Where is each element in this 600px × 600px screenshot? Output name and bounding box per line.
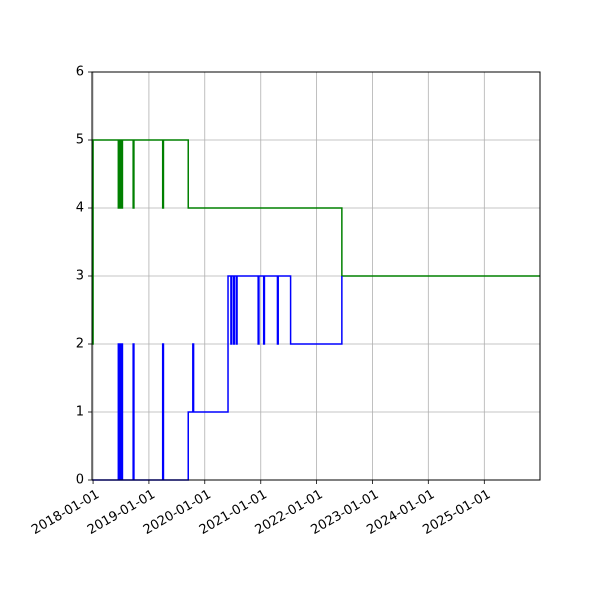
y-tick-label: 5 — [76, 133, 84, 148]
y-tick-label: 3 — [76, 269, 84, 284]
y-tick-label: 6 — [76, 65, 84, 80]
series-layer — [92, 139, 540, 481]
series-1-line — [92, 275, 343, 481]
y-tick-label: 4 — [76, 201, 84, 216]
y-tick-label: 1 — [76, 405, 84, 420]
y-tick-label: 0 — [76, 473, 84, 488]
y-tick-label: 2 — [76, 337, 84, 352]
series-0-line — [92, 139, 540, 345]
